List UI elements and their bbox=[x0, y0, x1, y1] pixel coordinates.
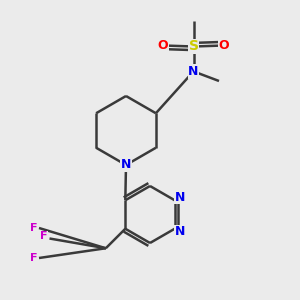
Text: O: O bbox=[158, 39, 168, 52]
Text: F: F bbox=[30, 223, 38, 233]
Text: O: O bbox=[219, 39, 230, 52]
Text: F: F bbox=[30, 253, 38, 263]
Text: N: N bbox=[121, 158, 131, 172]
Text: N: N bbox=[175, 225, 185, 239]
Text: N: N bbox=[175, 190, 185, 204]
Text: N: N bbox=[188, 65, 199, 78]
Text: S: S bbox=[188, 40, 199, 53]
Text: F: F bbox=[40, 231, 48, 241]
